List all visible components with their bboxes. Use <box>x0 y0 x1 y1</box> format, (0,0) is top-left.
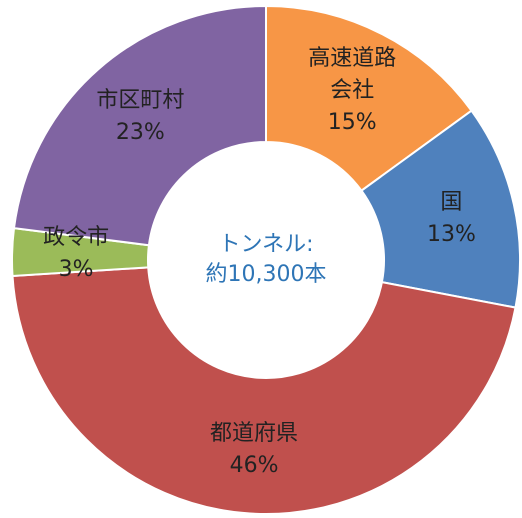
donut-segment <box>11 266 517 515</box>
category-label: 国 <box>440 189 463 215</box>
center-line: 約10,300本 <box>205 262 327 287</box>
segment-label: 都道府県 46% <box>204 418 304 482</box>
category-label: 政令市 <box>43 225 110 251</box>
segment-label: 市区町村 23% <box>90 85 190 149</box>
donut-segment <box>12 4 267 247</box>
center-line: トンネル: <box>218 232 314 257</box>
center-label: トンネル: 約10,300本 <box>206 230 327 290</box>
donut-segment <box>360 109 521 309</box>
donut-segment <box>265 4 473 193</box>
segment-label: 高速道路会社 15% <box>302 43 402 139</box>
category-label: 都道府県 <box>210 420 299 446</box>
segment-label: 国 13% <box>401 187 501 251</box>
value-label: 15% <box>327 109 377 135</box>
category-label: 市区町村 <box>96 88 185 114</box>
category-label: 高速道路会社 <box>308 45 397 103</box>
value-label: 23% <box>115 120 165 146</box>
value-label: 3% <box>58 257 94 283</box>
segment-label: 政令市 3% <box>26 222 126 286</box>
value-label: 13% <box>426 221 476 247</box>
value-label: 46% <box>229 452 279 478</box>
